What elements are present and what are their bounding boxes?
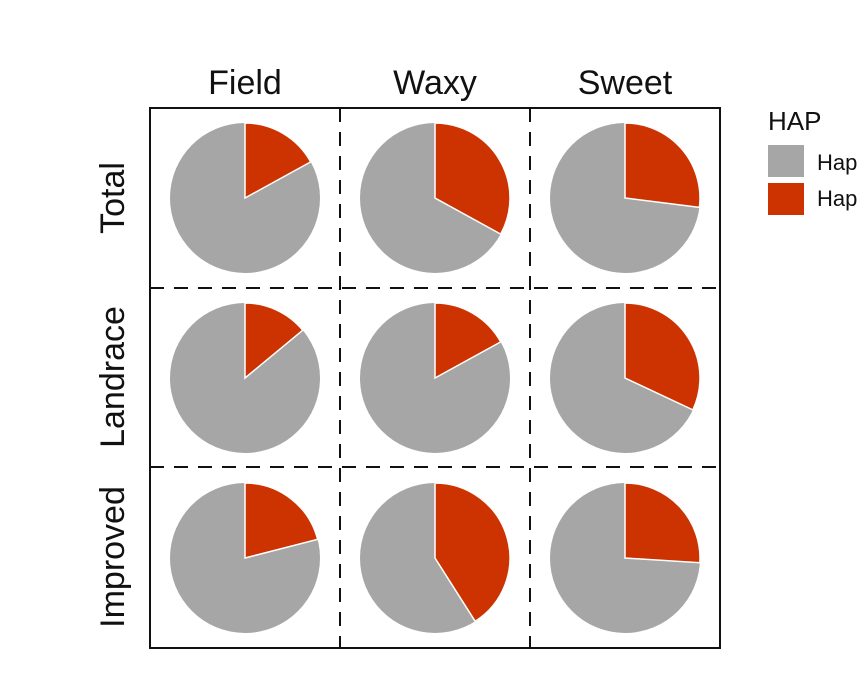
legend: HAP Hap Hap: [768, 106, 857, 215]
pie-landrace-field: [170, 302, 320, 453]
pie-slice-red: [244, 302, 304, 380]
pie-slice-red: [244, 482, 319, 559]
pie-improved-field: [170, 482, 320, 633]
row-labels: Total Landrace Improved: [94, 162, 132, 628]
pie-landrace-waxy: [360, 302, 510, 453]
pie-total-waxy: [360, 122, 511, 273]
pie-total-field: [170, 122, 320, 273]
row-label-total: Total: [94, 162, 132, 234]
pie-total-sweet: [550, 122, 701, 273]
pie-cells: [170, 122, 701, 633]
pie-slice-red: [624, 122, 701, 209]
legend-title: HAP: [768, 106, 821, 136]
pie-slice-red: [244, 122, 312, 200]
column-labels: Field Waxy Sweet: [208, 64, 673, 102]
legend-swatch-gray: [768, 145, 804, 177]
plot-frame: [149, 107, 721, 649]
pie-slice-red: [434, 302, 502, 380]
pie-improved-sweet: [550, 482, 701, 633]
row-label-landrace: Landrace: [94, 306, 132, 448]
pie-slice-red: [434, 122, 511, 236]
legend-label-1: Hap: [817, 150, 857, 175]
legend-swatch-red: [768, 183, 804, 215]
column-label-sweet: Sweet: [578, 64, 673, 102]
pie-slice-red: [434, 482, 511, 623]
legend-label-2: Hap: [817, 186, 857, 211]
grid-lines: [150, 108, 720, 648]
row-label-improved: Improved: [94, 486, 132, 628]
pie-improved-waxy: [360, 482, 511, 633]
column-label-field: Field: [208, 64, 282, 102]
pie-slice-red: [624, 482, 701, 564]
pie-landrace-sweet: [550, 302, 701, 453]
column-label-waxy: Waxy: [393, 64, 477, 102]
pie-slice-red: [624, 302, 701, 411]
